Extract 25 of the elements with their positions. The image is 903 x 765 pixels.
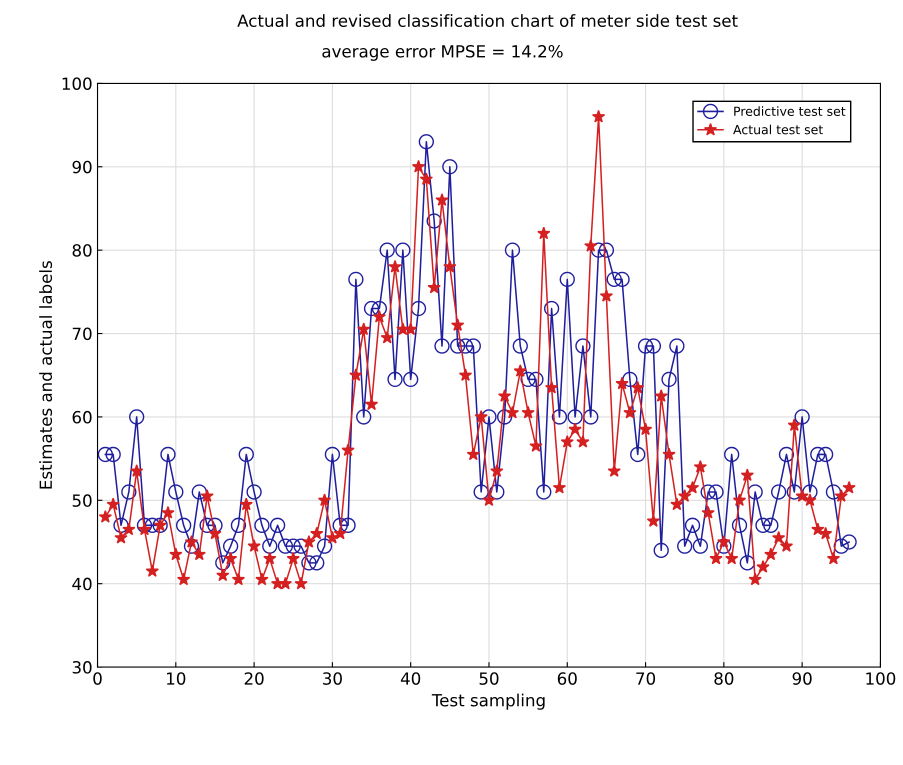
x-tick-label: 90 bbox=[792, 672, 812, 685]
y-tick-label: 40 bbox=[72, 578, 92, 590]
x-tick-label: 30 bbox=[323, 672, 342, 685]
y-tick-label: 60 bbox=[72, 410, 92, 424]
x-tick-label: 20 bbox=[244, 672, 264, 685]
y-tick-label: 90 bbox=[72, 160, 92, 174]
x-tick-label: 100 bbox=[866, 672, 896, 685]
x-tick-label: 60 bbox=[558, 672, 577, 685]
y-tick-label: 50 bbox=[72, 494, 92, 507]
legend-label: Actual test set bbox=[733, 124, 823, 134]
legend-label: Predictive test set bbox=[734, 106, 846, 116]
x-tick-label: 40 bbox=[400, 672, 420, 685]
y-tick-label: 100 bbox=[62, 77, 92, 90]
chart-title: Actual and revised classification chart of meter side test set bbox=[237, 14, 738, 28]
y-tick-label: 70 bbox=[72, 328, 92, 340]
y-tick-label: 30 bbox=[72, 661, 92, 674]
x-axis-title: Test sampling bbox=[432, 694, 545, 710]
x-tick-label: 80 bbox=[714, 672, 734, 685]
y-axis-title: Estimates and actual labels bbox=[39, 261, 52, 489]
x-tick-label: 10 bbox=[167, 672, 186, 685]
y-tick-label: 80 bbox=[72, 244, 92, 257]
chart-subtitle: average error MPSE = 14.2% bbox=[322, 45, 563, 61]
x-tick-label: 0 bbox=[93, 672, 102, 685]
x-tick-label: 70 bbox=[636, 672, 656, 685]
x-tick-label: 50 bbox=[480, 672, 498, 685]
